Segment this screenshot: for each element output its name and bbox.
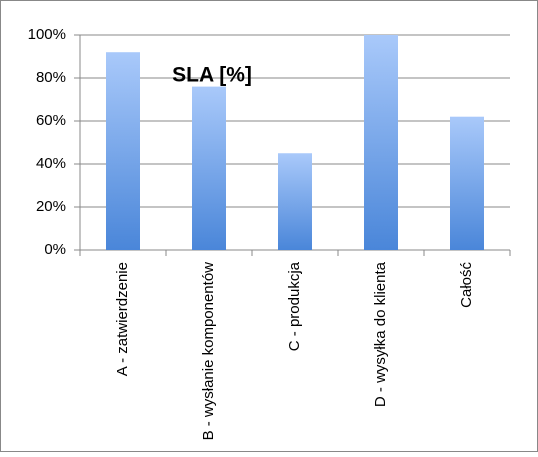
chart-title: SLA [%] <box>172 64 252 87</box>
bar <box>278 153 312 250</box>
x-tick-label: D - wysyłka do klienta <box>372 261 389 407</box>
y-tick-label: 80% <box>36 69 66 86</box>
y-tick-label: 20% <box>36 198 66 215</box>
y-tick-label: 0% <box>44 241 66 258</box>
x-tick-label: A - zatwierdzenie <box>114 262 131 376</box>
x-tick-label: Całość <box>458 262 475 308</box>
y-tick-label: 60% <box>36 112 66 129</box>
y-tick-label: 40% <box>36 155 66 172</box>
bar <box>192 86 226 250</box>
bar <box>106 52 140 251</box>
y-tick-label: 100% <box>28 26 66 43</box>
x-tick-label: B - wysłanie komponentów <box>200 262 217 441</box>
x-tick-label: C - produkcja <box>286 261 303 351</box>
bar <box>450 116 484 250</box>
bar <box>364 35 398 250</box>
